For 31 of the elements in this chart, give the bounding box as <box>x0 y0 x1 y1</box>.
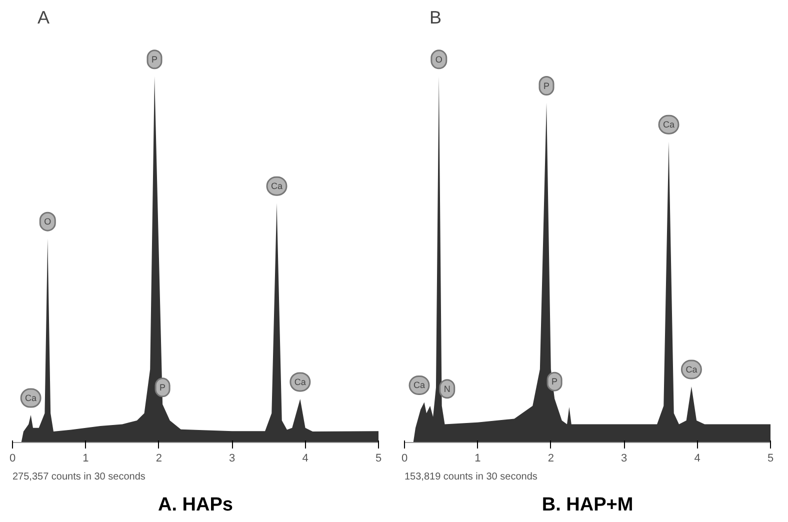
text: A. HAPs <box>158 494 233 516</box>
annotation: P <box>160 382 166 392</box>
text: 275,357 counts in 30 seconds <box>12 472 146 482</box>
x-tick-label: 1 <box>82 452 89 464</box>
chart-title: B <box>430 8 442 28</box>
x-tick-label: 5 <box>767 452 774 464</box>
annotation: P <box>552 376 558 387</box>
x-tick-label: 1 <box>474 452 481 464</box>
text: B. HAP+M <box>542 494 634 516</box>
x-tick-label: 2 <box>548 452 554 464</box>
x-tick-label: 3 <box>229 452 236 464</box>
annotation: Ca <box>414 380 426 390</box>
text: 153,819 counts in 30 seconds <box>404 472 538 482</box>
x-tick-label: 4 <box>302 452 308 464</box>
x-tick-label: 5 <box>375 452 382 464</box>
annotation: O <box>44 216 52 227</box>
annotation: Ca <box>294 376 306 387</box>
x-tick-label: 3 <box>621 452 628 464</box>
annotation: Ca <box>663 120 675 130</box>
annotation: O <box>435 54 442 64</box>
chart-title: A <box>38 8 50 28</box>
annotation: P <box>544 80 550 91</box>
x-tick-label: 4 <box>694 452 700 464</box>
x-tick-label: 0 <box>401 452 408 464</box>
annotation: Ca <box>271 181 283 192</box>
annotation: P <box>152 54 158 64</box>
annotation: N <box>444 384 450 394</box>
x-tick-label: 0 <box>9 452 16 464</box>
x-tick-label: 2 <box>156 452 162 464</box>
annotation: Ca <box>25 393 37 404</box>
annotation: Ca <box>686 364 698 374</box>
